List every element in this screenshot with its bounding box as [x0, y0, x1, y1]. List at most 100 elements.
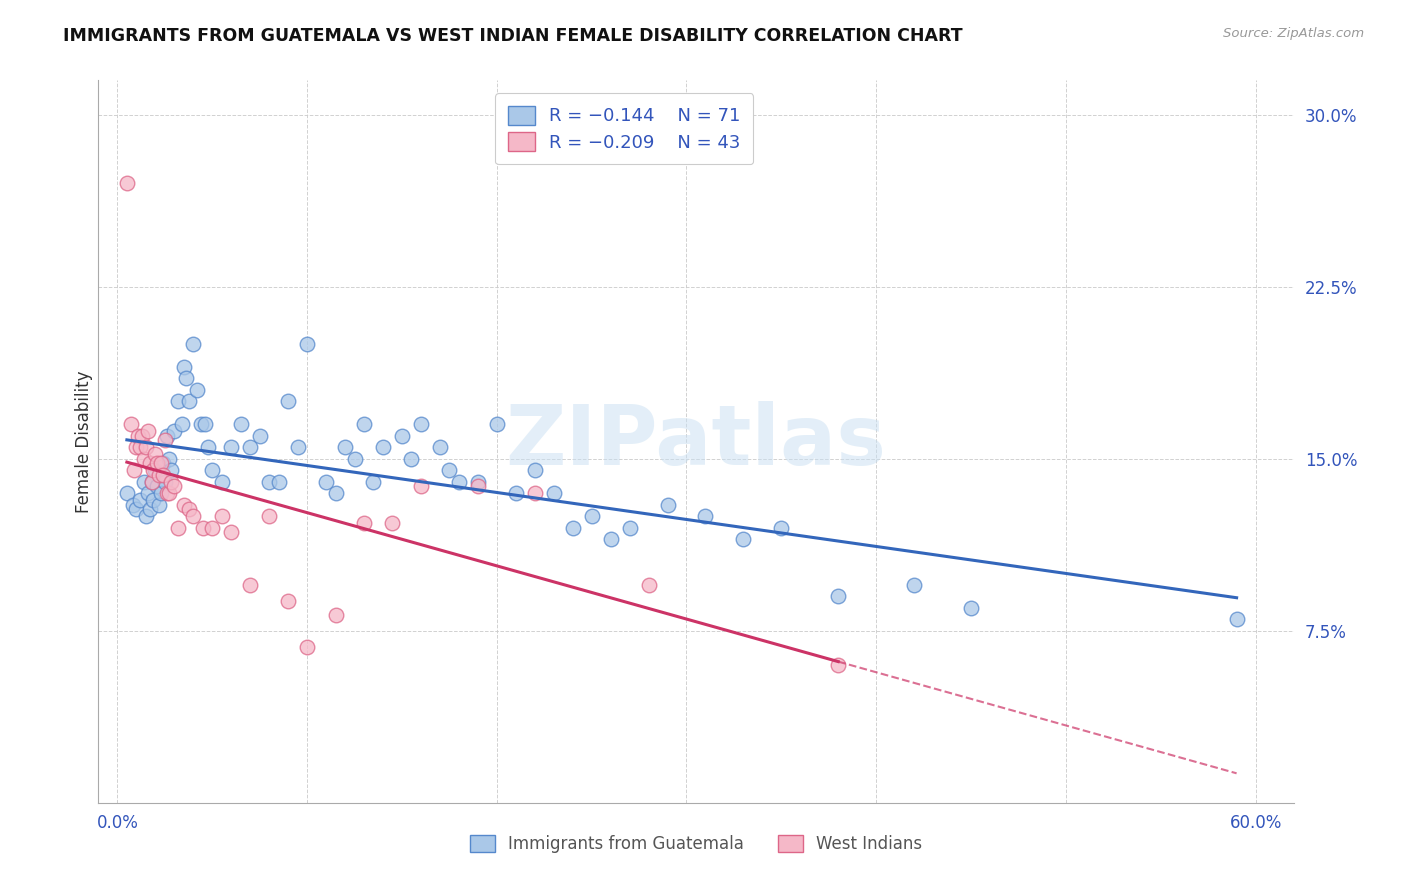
Point: [170, 417, 193, 432]
Y-axis label: Female Disability: Female Disability: [75, 370, 93, 513]
Point: [239, 578, 262, 592]
Point: [903, 578, 925, 592]
Point: [163, 424, 186, 438]
Point: [153, 434, 176, 448]
Point: [695, 509, 717, 524]
Point: [257, 509, 280, 524]
Point: [201, 463, 224, 477]
Point: [353, 516, 375, 530]
Point: [391, 429, 413, 443]
Point: [219, 525, 242, 540]
Point: [181, 509, 204, 524]
Point: [485, 417, 508, 432]
Point: [429, 440, 451, 454]
Point: [115, 177, 138, 191]
Point: [121, 498, 143, 512]
Point: [267, 475, 290, 489]
Point: [124, 463, 146, 477]
Point: [343, 451, 366, 466]
Point: [135, 440, 157, 454]
Point: [186, 383, 208, 397]
Point: [132, 475, 155, 489]
Point: [163, 479, 186, 493]
Point: [371, 440, 394, 454]
Legend: Immigrants from Guatemala, West Indians: Immigrants from Guatemala, West Indians: [464, 828, 928, 860]
Point: [157, 451, 180, 466]
Point: [125, 440, 148, 454]
Point: [152, 456, 174, 470]
Point: [146, 456, 169, 470]
Point: [136, 486, 159, 500]
Point: [523, 486, 546, 500]
Point: [201, 520, 224, 534]
Point: [148, 498, 170, 512]
Point: [277, 594, 299, 608]
Point: [249, 429, 271, 443]
Point: [153, 475, 176, 489]
Point: [173, 359, 195, 374]
Point: [439, 463, 461, 477]
Point: [152, 467, 174, 482]
Point: [120, 417, 142, 432]
Point: [333, 440, 356, 454]
Point: [142, 463, 165, 477]
Point: [138, 502, 160, 516]
Point: [733, 532, 755, 546]
Point: [211, 509, 233, 524]
Text: Source: ZipAtlas.com: Source: ZipAtlas.com: [1223, 27, 1364, 40]
Point: [194, 417, 217, 432]
Point: [229, 417, 252, 432]
Point: [381, 516, 404, 530]
Point: [523, 463, 546, 477]
Point: [197, 440, 219, 454]
Point: [167, 520, 190, 534]
Point: [142, 493, 165, 508]
Text: IMMIGRANTS FROM GUATEMALA VS WEST INDIAN FEMALE DISABILITY CORRELATION CHART: IMMIGRANTS FROM GUATEMALA VS WEST INDIAN…: [63, 27, 963, 45]
Point: [159, 463, 181, 477]
Point: [257, 475, 280, 489]
Point: [146, 479, 169, 493]
Point: [827, 658, 849, 673]
Point: [132, 451, 155, 466]
Point: [173, 498, 195, 512]
Point: [156, 486, 179, 500]
Point: [150, 456, 173, 470]
Point: [409, 479, 432, 493]
Point: [295, 640, 318, 654]
Point: [401, 451, 423, 466]
Point: [136, 424, 159, 438]
Point: [179, 502, 201, 516]
Point: [219, 440, 242, 454]
Point: [143, 447, 166, 461]
Point: [1226, 612, 1249, 626]
Point: [467, 479, 489, 493]
Point: [315, 475, 337, 489]
Point: [657, 498, 679, 512]
Point: [129, 440, 152, 454]
Point: [127, 429, 149, 443]
Point: [181, 337, 204, 351]
Point: [619, 520, 641, 534]
Point: [239, 440, 262, 454]
Point: [129, 493, 152, 508]
Point: [599, 532, 621, 546]
Point: [148, 467, 170, 482]
Point: [505, 486, 527, 500]
Point: [295, 337, 318, 351]
Point: [131, 429, 153, 443]
Point: [141, 475, 163, 489]
Point: [159, 475, 181, 489]
Point: [190, 417, 212, 432]
Point: [770, 520, 793, 534]
Point: [138, 456, 160, 470]
Point: [287, 440, 309, 454]
Point: [409, 417, 432, 432]
Point: [960, 600, 983, 615]
Point: [135, 509, 157, 524]
Point: [277, 394, 299, 409]
Point: [353, 417, 375, 432]
Point: [637, 578, 659, 592]
Point: [211, 475, 233, 489]
Point: [115, 486, 138, 500]
Point: [543, 486, 565, 500]
